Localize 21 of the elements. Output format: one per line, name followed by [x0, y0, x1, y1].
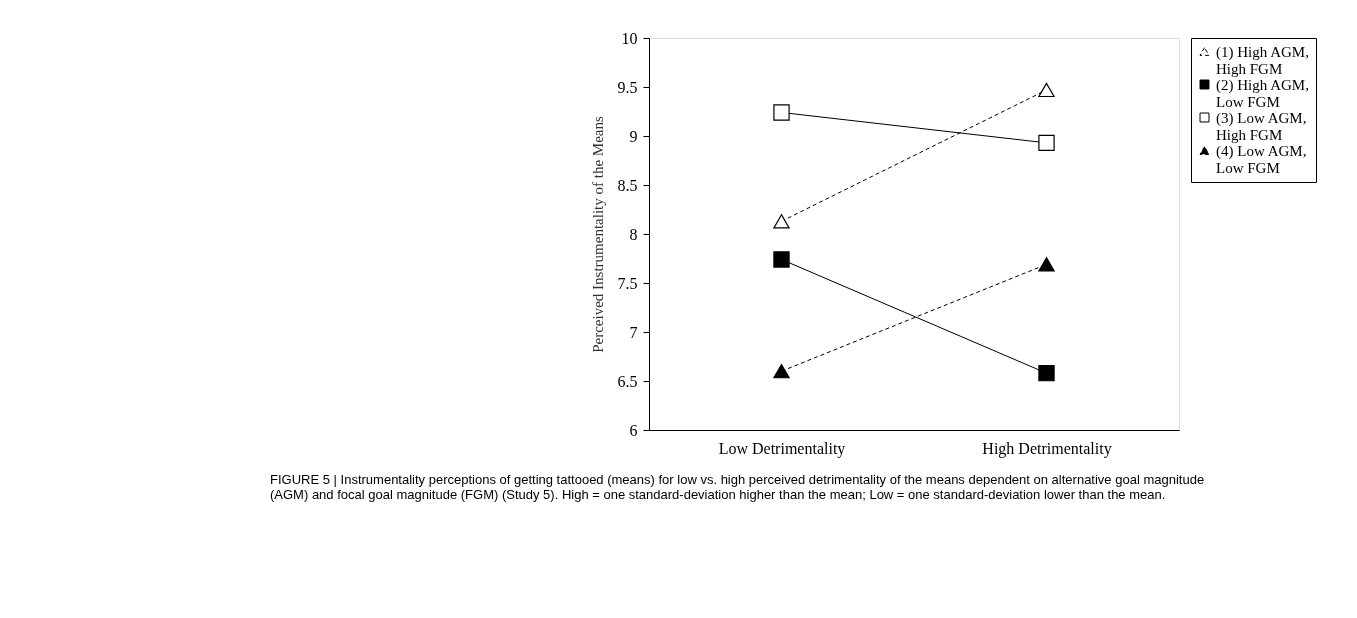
legend-label: (1) High AGM, High FGM	[1216, 43, 1309, 77]
legend-label: (4) Low AGM, Low FGM	[1216, 142, 1307, 176]
legend-label: (3) Low AGM, High FGM	[1216, 109, 1307, 143]
point	[773, 104, 790, 121]
y-tick-label: 6.5	[617, 372, 638, 390]
point	[773, 251, 790, 268]
x-tick-label: High Detrimentality	[982, 439, 1112, 458]
point	[1038, 364, 1055, 382]
y-tick-label: 7	[629, 323, 638, 341]
y-tick-label: 8.5	[617, 176, 638, 194]
point	[1038, 134, 1055, 152]
y-tick-label: 9	[629, 127, 638, 145]
caption: FIGURE 5 | Instrumentality perceptions of getting tattooed (means) for low vs. high perceived detrimentality of the means dependent on alternative goal magnitude (AGM) and focal goal magnitude (FGM) (Study 5). High = one standard-deviation higher than the mean; Low = one standard-deviation lower than the mean.	[270, 472, 1205, 502]
x-tick-label: Low Detrimentality	[718, 439, 846, 458]
y-axis-title: Perceived Instrumentality of the Means	[589, 116, 606, 353]
y-tick-label: 7.5	[617, 274, 638, 292]
y-tick-label: 8	[629, 225, 638, 243]
y-tick-label: 6	[629, 421, 638, 439]
y-tick-label: 9.5	[617, 78, 638, 96]
legend-label: (2) High AGM, Low FGM	[1216, 76, 1309, 110]
y-tick-label: 10	[621, 29, 638, 47]
